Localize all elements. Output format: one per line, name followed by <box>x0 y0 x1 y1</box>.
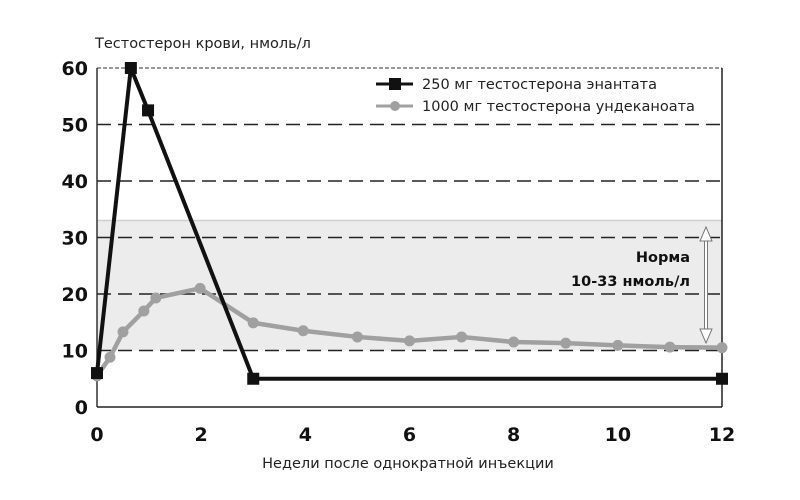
data-point-circle <box>194 282 206 294</box>
square-marker-icon <box>389 78 401 90</box>
data-point-circle <box>150 292 162 304</box>
x-tick-label: 4 <box>299 424 312 446</box>
arrow-up-head <box>699 225 713 242</box>
legend: 250 мг тестостерона энантата 1000 мг тес… <box>376 77 695 115</box>
data-point-circle <box>404 335 415 347</box>
normal-range-label: Норма <box>636 250 690 266</box>
data-point-square <box>124 62 137 74</box>
legend-label: 250 мг тестостерона энантата <box>422 77 657 93</box>
legend-label: 1000 мг тестостерона ундеканоата <box>422 99 695 115</box>
x-tick-label: 0 <box>90 424 103 446</box>
legend-item-undecanoate: 1000 мг тестостерона ундеканоата <box>376 99 695 115</box>
data-point-circle <box>247 317 259 329</box>
x-tick-label: 6 <box>403 424 416 446</box>
data-point-circle <box>138 305 150 317</box>
normal-range-value: 10-33 нмоль/л <box>571 274 690 290</box>
data-series <box>91 62 728 385</box>
series-line <box>94 286 725 379</box>
data-point-square <box>247 372 260 385</box>
data-point-circle <box>297 325 309 337</box>
data-point-circle <box>117 326 129 338</box>
y-tick-label: 50 <box>62 115 88 137</box>
x-tick-label: 12 <box>709 424 735 446</box>
legend-item-enanthate: 250 мг тестостерона энантата <box>376 77 657 93</box>
series-enanthate <box>91 62 728 385</box>
x-tick-label: 8 <box>507 424 520 446</box>
x-tick-label: 10 <box>605 424 631 446</box>
y-tick-label: 40 <box>62 171 88 193</box>
data-point-circle <box>716 342 728 354</box>
data-point-square <box>142 104 155 117</box>
data-point-circle <box>612 339 624 351</box>
data-point-circle <box>456 331 468 343</box>
data-point-square <box>91 367 103 380</box>
x-axis-title: Недели после однократной инъекции <box>262 456 554 472</box>
y-axis-ticks: 0 10 20 30 40 50 60 <box>62 58 88 419</box>
range-arrow-icon <box>699 225 713 345</box>
y-tick-label: 0 <box>75 397 88 419</box>
y-axis-title: Тестостерон крови, нмоль/л <box>94 36 311 52</box>
data-point-circle <box>104 351 116 363</box>
data-point-circle <box>508 336 520 348</box>
y-tick-label: 60 <box>62 58 88 80</box>
data-point-square <box>716 372 728 385</box>
x-axis-ticks: 0 2 4 6 8 10 12 <box>90 424 735 446</box>
y-tick-label: 10 <box>62 341 88 363</box>
series-undecanoate <box>91 282 728 382</box>
y-tick-label: 30 <box>62 228 88 250</box>
data-point-circle <box>351 331 363 343</box>
arrow-down-head <box>699 328 713 345</box>
gridlines <box>97 67 722 352</box>
x-tick-label: 2 <box>195 424 208 446</box>
data-point-circle <box>664 341 676 353</box>
y-tick-label: 20 <box>62 284 88 306</box>
circle-marker-icon <box>390 101 400 111</box>
data-point-circle <box>560 337 572 349</box>
